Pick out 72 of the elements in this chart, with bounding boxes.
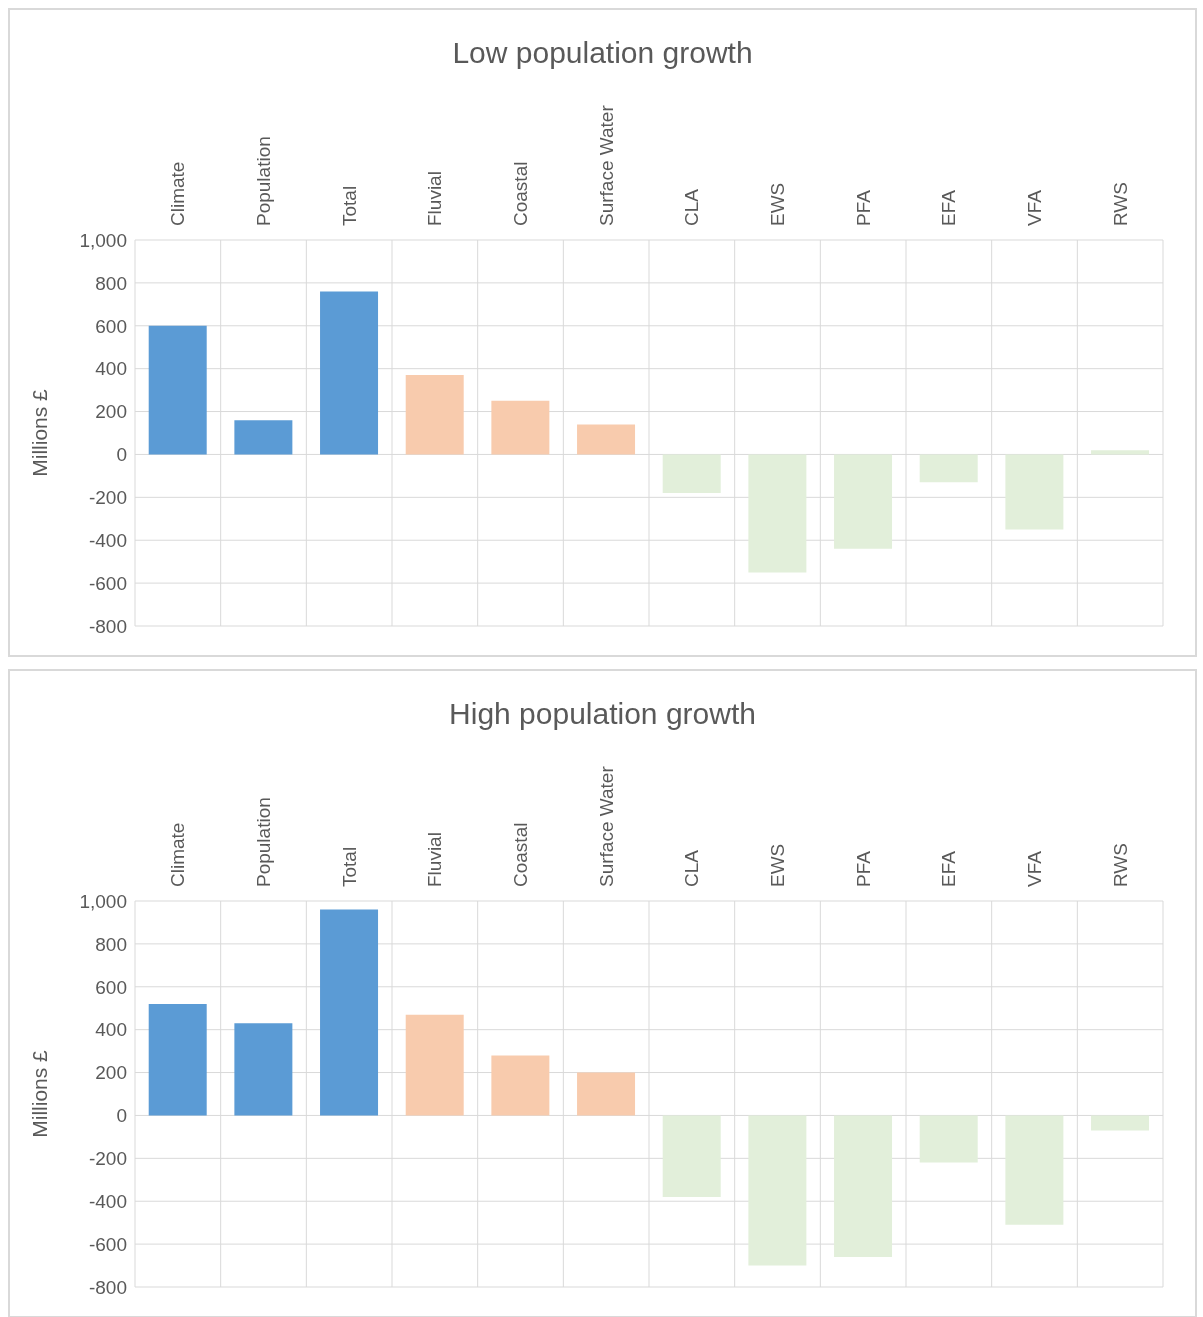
y-tick-label: 800 <box>95 272 127 294</box>
x-tick-label: Fluvial <box>424 171 446 226</box>
y-axis-title: Millions £ <box>28 388 52 477</box>
x-tick-label: Coastal <box>510 161 531 226</box>
x-tick-label: Surface Water <box>595 104 617 226</box>
x-tick-label: RWS <box>1109 843 1131 887</box>
y-tick-label: -800 <box>88 615 127 637</box>
y-tick-label: -200 <box>88 1148 127 1170</box>
bar <box>148 1003 207 1116</box>
x-tick-label: Total <box>338 185 360 226</box>
bar <box>405 375 464 455</box>
bar <box>1005 454 1064 530</box>
y-tick-label: -200 <box>88 487 127 509</box>
x-tick-label: Population <box>253 797 274 887</box>
bar <box>234 420 293 455</box>
x-tick-label: EFA <box>938 189 960 226</box>
x-tick-label: PFA <box>852 189 874 226</box>
x-tick-label: Total <box>338 846 360 887</box>
y-tick-label: 1,000 <box>79 229 127 251</box>
bar <box>919 454 978 483</box>
bar <box>662 454 721 494</box>
x-tick-label: EWS <box>767 182 788 226</box>
bar <box>834 1115 893 1257</box>
bar <box>148 325 207 455</box>
chart-title: High population growth <box>448 696 757 732</box>
bar <box>234 1023 293 1116</box>
x-tick-label: EFA <box>938 850 960 887</box>
x-tick-label: Coastal <box>510 822 531 887</box>
bar <box>491 1055 550 1116</box>
y-tick-label: 1,000 <box>79 890 127 912</box>
x-tick-label: Surface Water <box>595 765 617 887</box>
bar <box>748 1115 807 1266</box>
y-tick-label: 0 <box>116 444 127 466</box>
bar <box>834 454 893 549</box>
y-tick-label: 0 <box>116 1105 127 1127</box>
y-tick-label: 200 <box>95 401 127 423</box>
bar <box>320 291 379 455</box>
bar <box>491 400 550 455</box>
bar <box>1005 1115 1064 1225</box>
x-tick-label: PFA <box>852 850 874 887</box>
y-tick-label: 800 <box>95 933 127 955</box>
bar <box>1091 1115 1150 1131</box>
bar <box>748 454 807 573</box>
y-tick-label: -600 <box>88 1233 127 1255</box>
x-tick-label: Population <box>253 136 274 226</box>
y-tick-label: -400 <box>88 529 127 551</box>
bar <box>320 909 379 1116</box>
y-tick-label: -600 <box>88 572 127 594</box>
x-tick-label: CLA <box>681 849 703 887</box>
x-tick-label: EWS <box>767 843 788 887</box>
x-tick-label: Climate <box>167 161 189 226</box>
bar <box>577 424 636 455</box>
x-tick-label: CLA <box>681 188 703 226</box>
bar <box>662 1115 721 1197</box>
chart-title: Low population growth <box>451 35 754 71</box>
bar <box>577 1072 636 1116</box>
y-tick-label: 200 <box>95 1062 127 1084</box>
y-tick-label: 400 <box>95 1019 127 1041</box>
y-tick-label: 600 <box>95 976 127 998</box>
x-tick-label: Climate <box>167 822 189 887</box>
y-tick-label: -400 <box>88 1190 127 1212</box>
y-tick-label: 600 <box>95 315 127 337</box>
x-tick-label: VFA <box>1024 850 1045 887</box>
bar <box>405 1014 464 1116</box>
y-axis-title: Millions £ <box>28 1049 52 1138</box>
y-tick-label: 400 <box>95 358 127 380</box>
x-tick-label: Fluvial <box>424 832 446 887</box>
bar <box>1091 450 1150 455</box>
bar <box>919 1115 978 1163</box>
x-tick-label: RWS <box>1109 182 1131 226</box>
y-tick-label: -800 <box>88 1276 127 1298</box>
x-tick-label: VFA <box>1024 189 1045 226</box>
